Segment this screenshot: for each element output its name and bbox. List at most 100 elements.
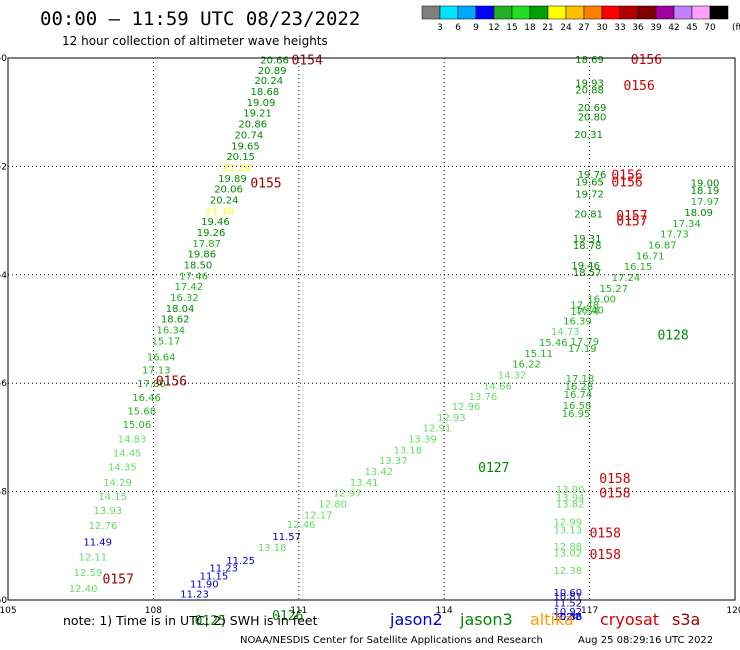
wave-height-label: 17.48	[570, 301, 599, 312]
wave-height-label: 13.42	[364, 467, 393, 478]
pass-number-label: 0128	[657, 328, 688, 343]
wave-height-label: 9.24	[557, 612, 579, 623]
wave-height-label: 12.17	[304, 510, 333, 521]
wave-height-label: 17.54	[570, 307, 599, 318]
wave-height-label: 20.24	[210, 195, 239, 206]
wave-height-label: 18.50	[184, 261, 213, 272]
wave-height-label: 16.00	[587, 295, 616, 306]
wave-height-label: 14.32	[498, 371, 527, 382]
wave-height-label: 17.73	[660, 230, 689, 241]
footer-credit: NOAA/NESDIS Center for Satellite Applica…	[240, 635, 543, 646]
wave-height-label: 19.89	[218, 174, 247, 185]
colorbar-label: 18	[524, 23, 536, 33]
wave-height-label: 19.93	[575, 78, 604, 89]
wave-height-label: 20.31	[574, 130, 603, 141]
wave-height-label: 14.66	[483, 381, 512, 392]
x-tick-label: 120	[726, 606, 740, 616]
colorbar-label: 27	[578, 23, 589, 33]
legend-s3a: s3a	[672, 610, 700, 629]
pass-number-label: 0156	[611, 169, 642, 184]
wave-height-label: 10.56	[553, 612, 582, 623]
wave-height-label: 12.96	[452, 402, 481, 413]
wave-height-label: 12.80	[318, 500, 347, 511]
colorbar-label: 42	[668, 23, 679, 33]
wave-height-label: 18.68	[251, 87, 280, 98]
wave-height-label: 19.31	[573, 234, 602, 245]
wave-height-label: 11.49	[83, 537, 112, 548]
pass-number-label: 0155	[250, 177, 281, 192]
pass-number-label: 0157	[616, 209, 647, 224]
wave-height-label: 17.42	[174, 282, 203, 293]
colorbar-swatch	[583, 5, 603, 20]
wave-height-label: 15.17	[152, 336, 181, 347]
colorbar-label: 21	[542, 23, 553, 33]
colorbar-swatch	[619, 5, 639, 20]
wave-height-label: 13.93	[94, 506, 123, 517]
wave-height-label: 12.11	[78, 553, 107, 564]
wave-height-label: 19.76	[578, 170, 607, 181]
wave-height-label: 13.41	[350, 478, 379, 489]
wave-height-label: 12.93	[437, 413, 466, 424]
pass-number-label: 0157	[103, 572, 134, 587]
wave-height-label: 14.35	[108, 463, 137, 474]
pass-number-label: 0126	[272, 609, 303, 624]
wave-height-label: 17.13	[142, 366, 171, 377]
wave-height-label: 13.39	[408, 434, 437, 445]
wave-height-label: 15.27	[600, 284, 629, 295]
plot-area: 20.6620.8920.2418.6819.0919.2120.8620.74…	[0, 53, 740, 629]
wave-height-label: 10.81	[553, 592, 582, 603]
pass-number-label: 0156	[624, 79, 655, 94]
wave-height-label: 20.86	[238, 120, 267, 131]
plot-frame	[7, 57, 736, 601]
colorbar-label: 36	[632, 23, 644, 33]
wave-height-label: 16.34	[157, 326, 186, 337]
colorbar-swatch	[709, 5, 729, 20]
pass-number-label: 0157	[616, 215, 647, 230]
wave-height-label: 11.57	[272, 532, 301, 543]
colorbar-label: 39	[650, 23, 662, 33]
wave-height-label: 19.09	[247, 98, 276, 109]
colorbar-swatch	[691, 5, 711, 20]
colorbar-label: 30	[596, 23, 608, 33]
colorbar-swatch	[421, 5, 441, 20]
wave-height-label: 12.40	[69, 584, 98, 595]
x-tick-label: 105	[0, 606, 17, 616]
colorbar-swatch	[655, 5, 675, 20]
footer-timestamp: Aug 25 08:29:16 UTC 2022	[578, 635, 713, 646]
wave-height-label: 14.15	[98, 492, 127, 503]
x-tick-label: 117	[581, 606, 598, 616]
colorbar-unit: (ft)	[732, 23, 740, 33]
wave-height-label: 17.18	[566, 374, 595, 385]
pass-number-label: 0158	[599, 472, 630, 487]
wave-height-label: 13.18	[394, 445, 423, 456]
wave-height-label: 13.13	[553, 526, 582, 537]
wave-height-label: 12.91	[423, 424, 452, 435]
colorbar-swatch	[439, 5, 459, 20]
wave-height-label: 18.09	[684, 208, 713, 219]
wave-height-label: 17.79	[570, 337, 599, 348]
wave-height-label: 11.23	[180, 589, 209, 600]
wave-height-label: 19.46	[201, 217, 230, 228]
wave-height-label: 13.37	[379, 456, 408, 467]
wave-height-label: 12.88	[553, 542, 582, 553]
colorbar-swatch	[511, 5, 531, 20]
wave-height-label: 17.87	[192, 239, 221, 250]
wave-height-label: 20.89	[258, 66, 287, 77]
pass-number-label: 0125	[195, 614, 226, 629]
wave-height-label: 16.22	[512, 360, 541, 371]
wave-height-label: 14.45	[113, 449, 142, 460]
wave-height-label: 14.29	[103, 478, 132, 489]
wave-height-label: 10.33	[553, 612, 582, 623]
colorbar-label: 12	[488, 23, 499, 33]
wave-height-label: 17.80	[137, 379, 166, 390]
wave-height-label: 17.34	[672, 219, 701, 230]
colorbar-label: 6	[455, 23, 461, 33]
colorbar-label: 45	[686, 23, 697, 33]
pass-number-label: 0154	[292, 54, 323, 69]
wave-height-label: 10.92	[553, 607, 582, 618]
wave-height-label: 19.26	[197, 228, 226, 239]
wave-height-label: 11.25	[226, 556, 255, 567]
pass-number-label: 0158	[590, 526, 621, 541]
wave-height-label: 18.04	[166, 304, 195, 315]
